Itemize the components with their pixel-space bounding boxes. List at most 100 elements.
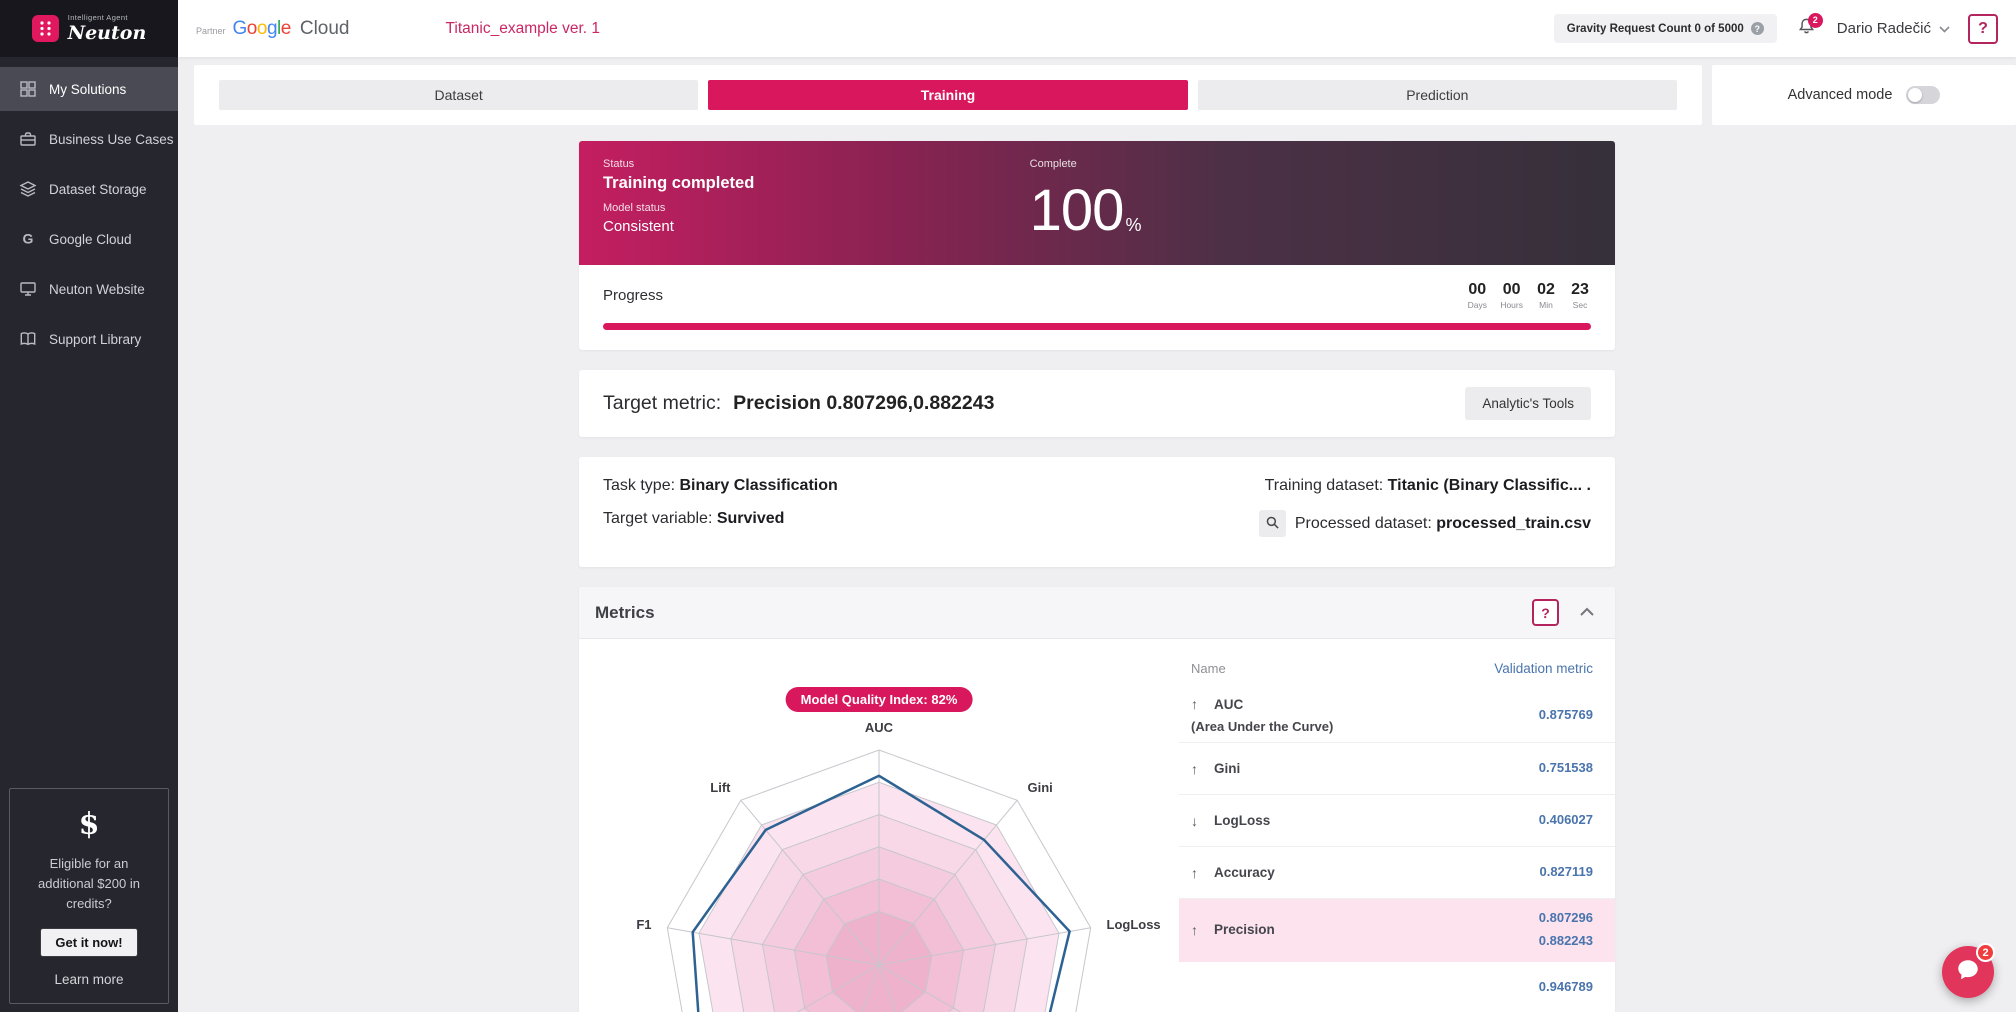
arrow-up-icon: ↑ <box>1191 921 1198 938</box>
layers-icon <box>18 180 37 199</box>
briefcase-icon <box>18 130 37 149</box>
column-name: Name <box>1191 661 1226 676</box>
tab-prediction[interactable]: Prediction <box>1197 80 1677 110</box>
notification-count-badge: 2 <box>1807 12 1823 28</box>
radar-axis-logloss: LogLoss <box>1107 917 1161 932</box>
radar-chart-zone: Model Quality Index: 82% AUC Gini LogLoss F… <box>579 639 1179 1012</box>
progress-bar <box>603 323 1591 330</box>
google-cloud-word: Cloud <box>299 17 350 39</box>
user-menu[interactable]: Dario Radečić <box>1837 20 1950 37</box>
metric-row-gini[interactable]: ↑ Gini 0.751538 <box>1179 743 1615 795</box>
metric-value: 0.946789 <box>1538 978 1593 994</box>
sidebar-item-support-library[interactable]: Support Library <box>0 317 178 361</box>
help-button[interactable]: ? <box>1968 13 1998 44</box>
advanced-mode-toggle[interactable] <box>1906 86 1941 104</box>
metric-name: AUC <box>1214 696 1244 712</box>
processed-dataset-line: Processed dataset: processed_train.csv <box>1294 514 1591 532</box>
metric-row-auc[interactable]: ↑ AUC (Area Under the Curve) 0.875769 <box>1179 688 1615 743</box>
metrics-title: Metrics <box>595 602 655 622</box>
sidebar-item-label: Business Use Cases <box>49 131 174 147</box>
metric-value: 0.751538 <box>1538 760 1593 776</box>
svg-text:G: G <box>22 231 33 247</box>
learn-more-link[interactable]: Learn more <box>54 972 124 987</box>
notifications-button[interactable]: 2 <box>1795 12 1823 41</box>
radar-axis-f1: F1 <box>636 917 651 932</box>
training-dataset-line: Training dataset: Titanic (Binary Classi… <box>1264 477 1591 494</box>
status-label: Status <box>603 158 635 170</box>
metrics-help-button[interactable]: ? <box>1532 599 1559 626</box>
metric-name: Accuracy <box>1214 865 1275 880</box>
task-type-line: Task type: Binary Classification <box>603 477 838 494</box>
column-validation-metric[interactable]: Validation metric <box>1494 661 1593 676</box>
topbar: Partner Google Cloud Titanic_example ver… <box>178 0 2016 57</box>
sidebar-item-dataset-storage[interactable]: Dataset Storage <box>0 167 178 211</box>
tab-dataset[interactable]: Dataset <box>219 80 699 110</box>
sidebar-item-label: My Solutions <box>49 81 127 97</box>
metrics-table-body: ↑ AUC (Area Under the Curve) 0.875769 ↑ Gini 0… <box>1179 688 1615 1012</box>
target-variable-line: Target variable: Survived <box>603 510 785 527</box>
status-value: Training completed <box>603 174 755 192</box>
target-metric-label: Target metric: <box>603 392 722 414</box>
processed-dataset-value: processed_train.csv <box>1436 514 1591 532</box>
neuton-logo: Intelligent Agent Neuton <box>0 0 178 57</box>
sidebar-item-business-use-cases[interactable]: Business Use Cases <box>0 117 178 161</box>
timer-days: 00 Days <box>1467 281 1487 310</box>
metric-row-precision[interactable]: ↑ Precision 0.807296 0.882243 <box>1179 899 1615 962</box>
metric-row-partial[interactable]: 0.946789 <box>1179 962 1615 1012</box>
radar-chart: AUC Gini LogLoss F1 Lift <box>636 720 1161 1012</box>
metrics-card: Metrics ? Model Quality Index: 82% AUC Gi <box>579 587 1615 1012</box>
promo-text: Eligible for an additional $200 in credi… <box>38 855 140 911</box>
sidebar-item-google-cloud[interactable]: G Google Cloud <box>0 217 178 261</box>
gravity-request-text: Gravity Request Count 0 of 5000 <box>1566 22 1744 35</box>
collapse-metrics-button[interactable] <box>1575 601 1599 624</box>
metrics-table-header: Name Validation metric <box>1179 639 1615 688</box>
logo-name: Neuton <box>67 21 147 44</box>
model-status-value: Consistent <box>603 218 674 235</box>
google-icon: G <box>18 230 37 249</box>
get-it-now-button[interactable]: Get it now! <box>40 928 138 957</box>
main-content: Dataset Training Prediction Advanced mode … <box>178 57 2016 1012</box>
timer-sec: 23 Sec <box>1571 281 1589 310</box>
metric-name: Gini <box>1214 761 1241 776</box>
arrow-down-icon: ↓ <box>1191 812 1198 829</box>
toggle-knob <box>1908 88 1923 102</box>
chat-widget-button[interactable]: 2 <box>1942 943 1995 998</box>
sidebar: Intelligent Agent Neuton My Solutions Bus… <box>0 0 178 1012</box>
timer-hours: 00 Hours <box>1500 281 1523 310</box>
tab-bar: Dataset Training Prediction <box>194 65 1702 125</box>
neuton-logo-icon <box>31 15 59 42</box>
radar-axis-auc: AUC <box>865 720 894 735</box>
partner-label: Partner <box>196 25 226 36</box>
advanced-mode-card: Advanced mode <box>1712 65 2016 125</box>
metrics-header: Metrics ? <box>579 587 1615 639</box>
credits-promo: $ Eligible for an additional $200 in cre… <box>9 787 169 1004</box>
sidebar-item-neuton-website[interactable]: Neuton Website <box>0 267 178 311</box>
sidebar-item-label: Support Library <box>49 331 142 347</box>
tab-training[interactable]: Training <box>708 80 1188 110</box>
metric-name: Precision <box>1214 922 1275 938</box>
user-name: Dario Radečić <box>1836 20 1931 37</box>
progress-label: Progress <box>603 287 664 304</box>
training-status-card: Status Training completed Model status C… <box>579 141 1615 350</box>
gravity-help-icon[interactable]: ? <box>1750 22 1764 35</box>
target-metric-card: Target metric: Precision 0.807296,0.8822… <box>579 370 1615 437</box>
gravity-request-badge[interactable]: Gravity Request Count 0 of 5000 ? <box>1553 14 1777 43</box>
solutions-icon <box>18 80 37 99</box>
model-status-label: Model status <box>603 202 666 214</box>
view-processed-dataset-button[interactable] <box>1258 510 1286 537</box>
metric-value: 0.406027 <box>1538 812 1593 828</box>
percent-sign: % <box>1125 215 1141 235</box>
metric-name: LogLoss <box>1214 813 1271 828</box>
chat-bubble-icon <box>1955 957 1981 988</box>
progress-section: Progress 00 Days 00 Hours 02 Min 23 Sec <box>579 265 1615 350</box>
metric-value: 0.882243 <box>1538 932 1593 948</box>
book-icon <box>18 330 37 349</box>
partner-logo: Partner Google Cloud <box>196 18 350 40</box>
sidebar-nav: My Solutions Business Use Cases Dataset St… <box>0 67 178 361</box>
logo-tagline: Intelligent Agent <box>67 13 128 23</box>
metric-row-logloss[interactable]: ↓ LogLoss 0.406027 <box>1179 795 1615 847</box>
sidebar-item-my-solutions[interactable]: My Solutions <box>0 67 178 111</box>
analytics-tools-button[interactable]: Analytic's Tools <box>1465 387 1591 420</box>
metric-row-accuracy[interactable]: ↑ Accuracy 0.827119 <box>1179 847 1615 899</box>
